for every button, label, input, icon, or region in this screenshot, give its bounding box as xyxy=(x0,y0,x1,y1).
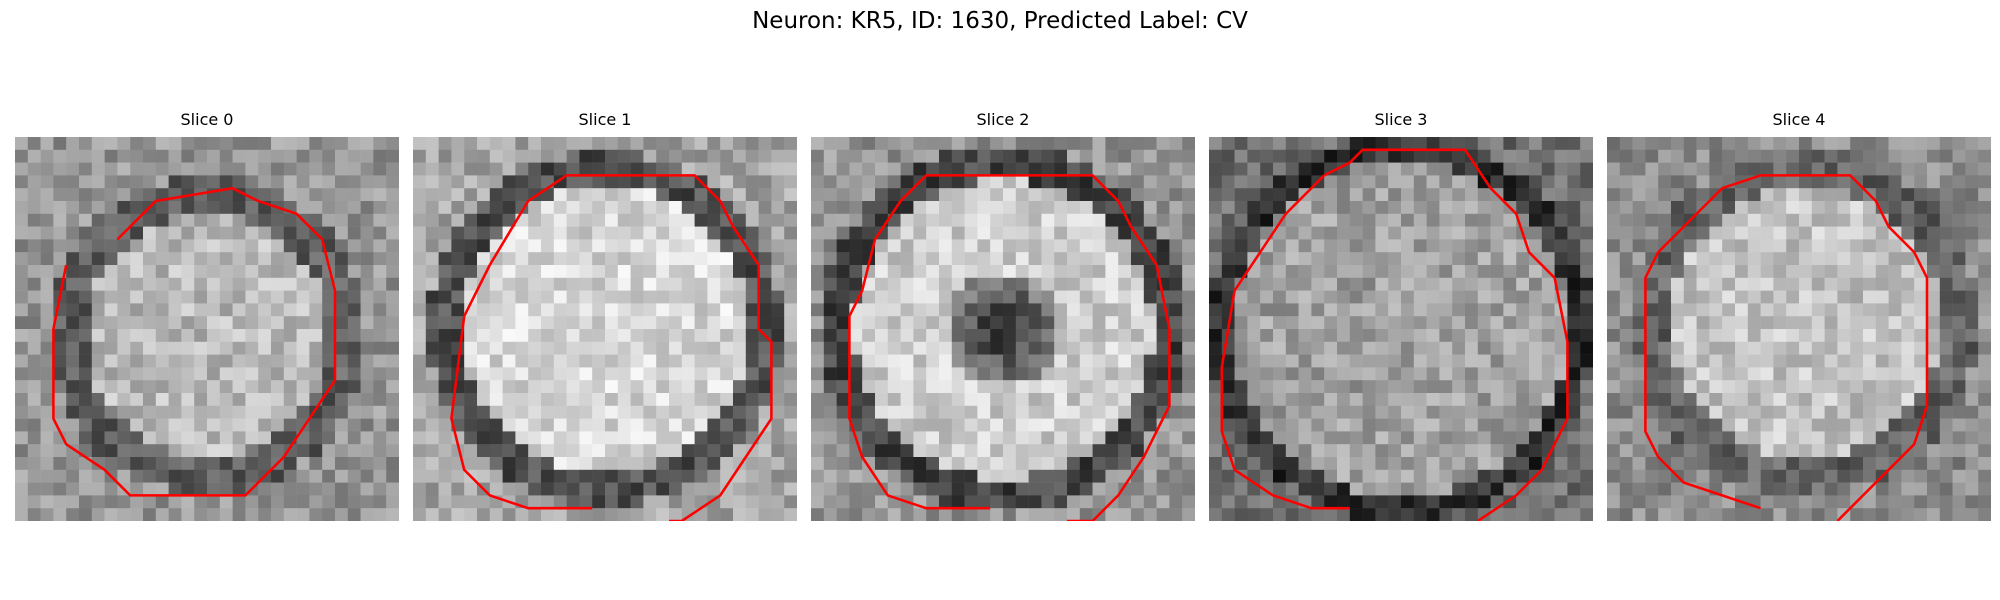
slice-image-4 xyxy=(1607,137,1991,521)
slice-image-1 xyxy=(413,137,797,521)
slice-image-2 xyxy=(811,137,1195,521)
cell-contour xyxy=(848,316,991,510)
cell-contour xyxy=(1657,174,1929,521)
slice-title: Slice 0 xyxy=(180,110,234,129)
cell-contour xyxy=(848,174,1171,521)
cell-contour xyxy=(450,264,593,510)
figure-title: Neuron: KR5, ID: 1630, Predicted Label: … xyxy=(752,8,1248,34)
slice-title: Slice 1 xyxy=(578,110,632,129)
slice-panel-4: Slice 4 xyxy=(1607,110,1991,521)
slice-panel-0: Slice 0 xyxy=(15,110,399,521)
slice-panel-1: Slice 1 xyxy=(413,110,797,521)
slice-image-0 xyxy=(15,137,399,521)
cell-contour xyxy=(1644,251,1762,510)
slice-title: Slice 4 xyxy=(1772,110,1826,129)
cell-contour xyxy=(1233,148,1569,521)
slice-panel-2: Slice 2 xyxy=(811,110,1195,521)
cell-contour xyxy=(52,186,337,497)
slice-title: Slice 2 xyxy=(976,110,1030,129)
slice-image-3 xyxy=(1209,137,1593,521)
slice-panel-3: Slice 3 xyxy=(1209,110,1593,521)
slice-title: Slice 3 xyxy=(1374,110,1428,129)
cell-contour xyxy=(1220,290,1350,510)
cell-contour xyxy=(488,174,773,521)
